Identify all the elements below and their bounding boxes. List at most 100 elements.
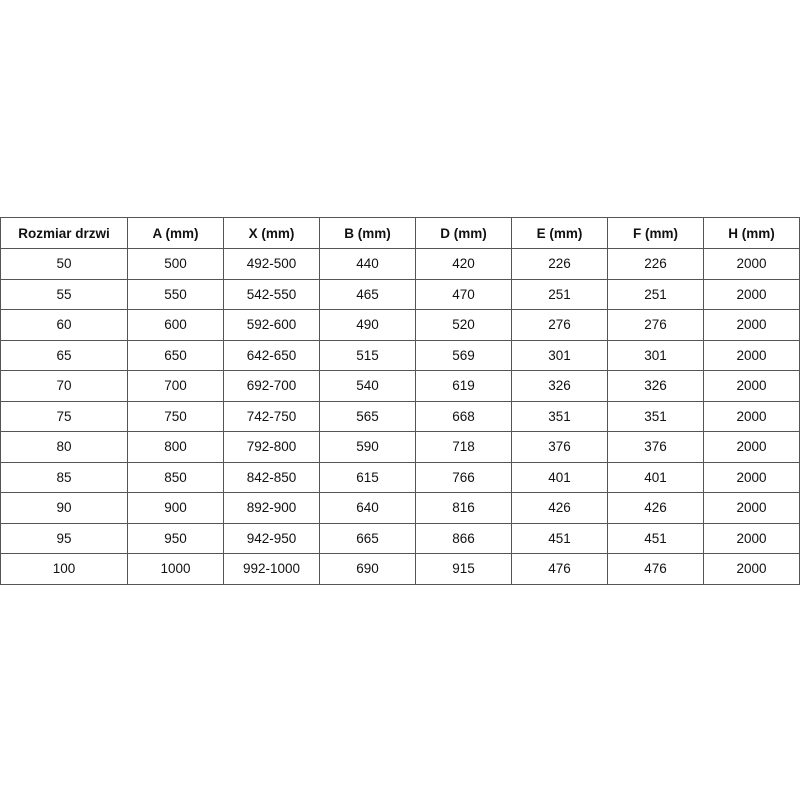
table-cell: 251 [607, 278, 704, 310]
column-header: B (mm) [319, 217, 416, 249]
table-cell: 226 [511, 248, 608, 280]
table-row: 95 950 942-950 665 866 451 451 2000 [0, 522, 800, 554]
table-cell: 440 [319, 248, 416, 280]
table-cell: 276 [511, 309, 608, 341]
table-cell: 451 [607, 522, 704, 554]
table-cell: 2000 [703, 278, 800, 310]
table-cell: 351 [607, 400, 704, 432]
column-header: H (mm) [703, 217, 800, 249]
table-cell: 55 [0, 278, 128, 310]
table-cell: 750 [127, 400, 224, 432]
table-row: 70 700 692-700 540 619 326 326 2000 [0, 370, 800, 402]
column-header: E (mm) [511, 217, 608, 249]
table-cell: 2000 [703, 522, 800, 554]
table-cell: 376 [607, 431, 704, 463]
table-cell: 301 [511, 339, 608, 371]
table-cell: 60 [0, 309, 128, 341]
table-cell: 95 [0, 522, 128, 554]
table-cell: 276 [607, 309, 704, 341]
table-cell: 500 [127, 248, 224, 280]
table-cell: 850 [127, 461, 224, 493]
table-cell: 665 [319, 522, 416, 554]
table-cell: 792-800 [223, 431, 320, 463]
table-cell: 401 [607, 461, 704, 493]
table-cell: 590 [319, 431, 416, 463]
table-cell: 2000 [703, 248, 800, 280]
table-cell: 515 [319, 339, 416, 371]
table-cell: 892-900 [223, 492, 320, 524]
table-cell: 2000 [703, 431, 800, 463]
table-row: 60 600 592-600 490 520 276 276 2000 [0, 309, 800, 341]
table-cell: 251 [511, 278, 608, 310]
column-header: A (mm) [127, 217, 224, 249]
table-cell: 800 [127, 431, 224, 463]
table-cell: 2000 [703, 400, 800, 432]
table-cell: 690 [319, 553, 416, 585]
table-cell: 600 [127, 309, 224, 341]
table-cell: 668 [415, 400, 512, 432]
table-cell: 520 [415, 309, 512, 341]
dimensions-table: Rozmiar drzwi A (mm) X (mm) B (mm) D (mm) E (… [0, 217, 800, 585]
table-cell: 2000 [703, 553, 800, 585]
table-cell: 492-500 [223, 248, 320, 280]
table-cell: 226 [607, 248, 704, 280]
table-cell: 2000 [703, 339, 800, 371]
table-row: 75 750 742-750 565 668 351 351 2000 [0, 400, 800, 432]
table-cell: 80 [0, 431, 128, 463]
table-cell: 950 [127, 522, 224, 554]
table-cell: 540 [319, 370, 416, 402]
table-cell: 542-550 [223, 278, 320, 310]
table-cell: 301 [607, 339, 704, 371]
table-cell: 376 [511, 431, 608, 463]
table-row: 65 650 642-650 515 569 301 301 2000 [0, 339, 800, 371]
table-cell: 615 [319, 461, 416, 493]
table-cell: 650 [127, 339, 224, 371]
table-cell: 476 [511, 553, 608, 585]
table-cell: 992-1000 [223, 553, 320, 585]
table-cell: 326 [511, 370, 608, 402]
table-cell: 642-650 [223, 339, 320, 371]
table-cell: 426 [511, 492, 608, 524]
table-cell: 766 [415, 461, 512, 493]
table-row: 90 900 892-900 640 816 426 426 2000 [0, 492, 800, 524]
table-cell: 550 [127, 278, 224, 310]
table-cell: 742-750 [223, 400, 320, 432]
table-cell: 842-850 [223, 461, 320, 493]
table-cell: 2000 [703, 492, 800, 524]
table-cell: 100 [0, 553, 128, 585]
table-cell: 692-700 [223, 370, 320, 402]
table-row: 80 800 792-800 590 718 376 376 2000 [0, 431, 800, 463]
table-row: 55 550 542-550 465 470 251 251 2000 [0, 278, 800, 310]
column-header: F (mm) [607, 217, 704, 249]
table-cell: 816 [415, 492, 512, 524]
table-cell: 451 [511, 522, 608, 554]
table-cell: 470 [415, 278, 512, 310]
table-cell: 718 [415, 431, 512, 463]
table-cell: 70 [0, 370, 128, 402]
table-cell: 2000 [703, 370, 800, 402]
table-cell: 1000 [127, 553, 224, 585]
table-cell: 85 [0, 461, 128, 493]
table-cell: 2000 [703, 461, 800, 493]
column-header: D (mm) [415, 217, 512, 249]
table-cell: 915 [415, 553, 512, 585]
table-cell: 2000 [703, 309, 800, 341]
column-header: X (mm) [223, 217, 320, 249]
table-cell: 476 [607, 553, 704, 585]
table-cell: 619 [415, 370, 512, 402]
table-row: 50 500 492-500 440 420 226 226 2000 [0, 248, 800, 280]
table-cell: 700 [127, 370, 224, 402]
table-cell: 465 [319, 278, 416, 310]
table-cell: 569 [415, 339, 512, 371]
table-cell: 75 [0, 400, 128, 432]
table-cell: 326 [607, 370, 704, 402]
table-row: 100 1000 992-1000 690 915 476 476 2000 [0, 553, 800, 585]
table-cell: 90 [0, 492, 128, 524]
table-row: 85 850 842-850 615 766 401 401 2000 [0, 461, 800, 493]
table-cell: 351 [511, 400, 608, 432]
table-cell: 490 [319, 309, 416, 341]
table-cell: 426 [607, 492, 704, 524]
table-cell: 401 [511, 461, 608, 493]
table-cell: 65 [0, 339, 128, 371]
header-row: Rozmiar drzwi A (mm) X (mm) B (mm) D (mm) E (… [0, 217, 800, 249]
